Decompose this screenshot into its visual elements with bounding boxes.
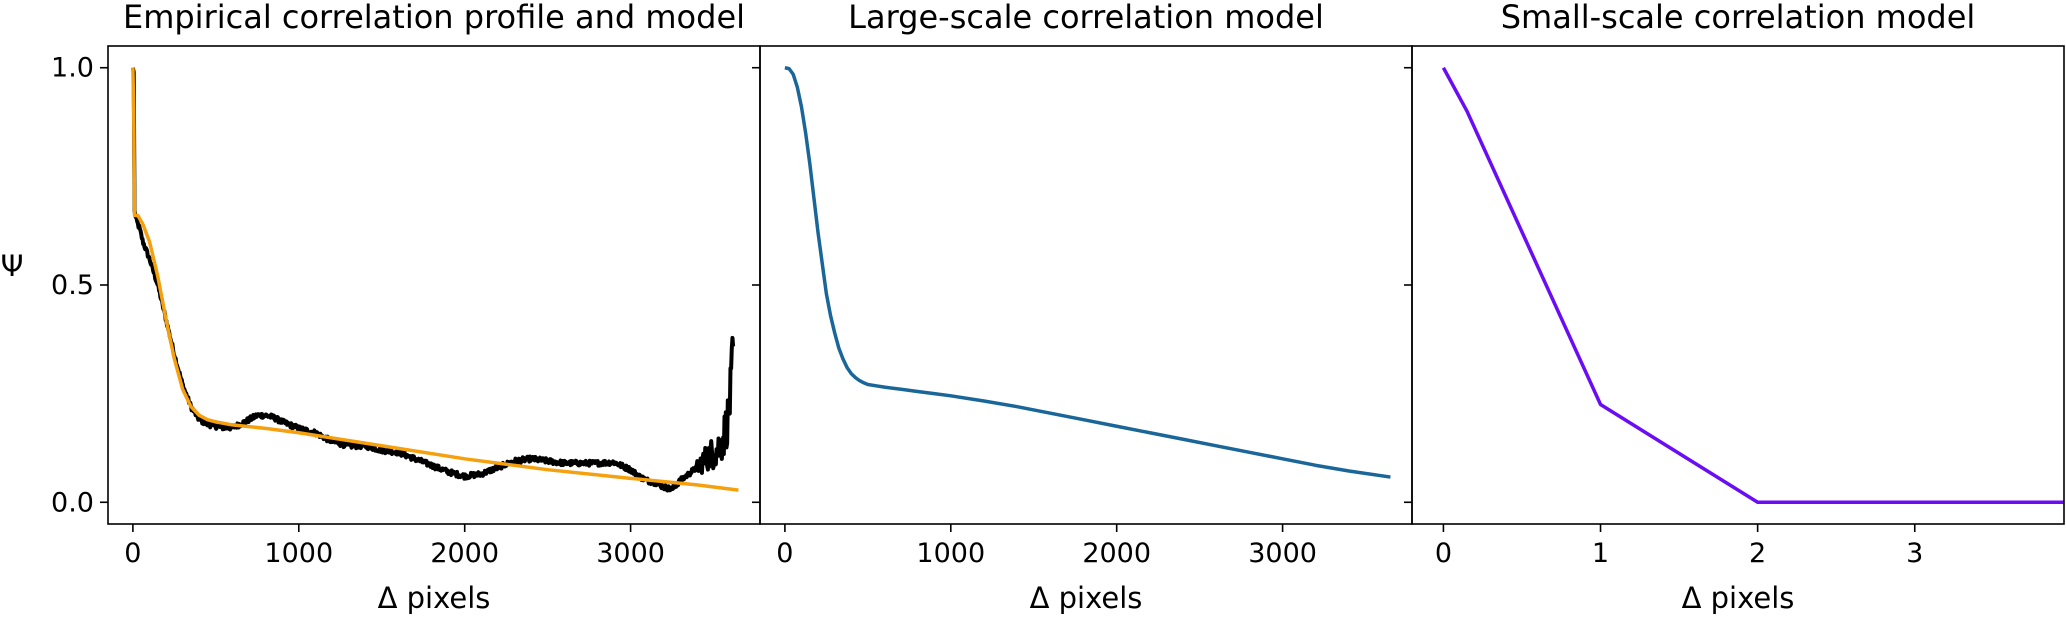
x-tick-label: 2 bbox=[1749, 538, 1766, 569]
plot-frame bbox=[1411, 45, 2065, 525]
x-tick-label: 3000 bbox=[1248, 538, 1317, 569]
x-tick-label: 1000 bbox=[264, 538, 333, 569]
x-tick-label: 3000 bbox=[596, 538, 665, 569]
chart-title: Large-scale correlation model bbox=[848, 0, 1324, 36]
x-tick-label: 3 bbox=[1906, 538, 1923, 569]
series-line-2 bbox=[131, 67, 739, 492]
chart-title: Empirical correlation profile and model bbox=[123, 0, 745, 36]
x-tick-label: 2000 bbox=[430, 538, 499, 569]
x-tick-label: 0 bbox=[1435, 538, 1452, 569]
plot-frame bbox=[759, 45, 1413, 525]
panel-1: 0 1000 2000 3000 0.0 0.5 1.0 Empirical correlat… bbox=[1, 0, 761, 615]
x-axis-label: Δ pixels bbox=[1682, 581, 1795, 615]
x-axis-label: Δ pixels bbox=[378, 581, 491, 615]
x-axis-label: Δ pixels bbox=[1030, 581, 1143, 615]
x-tick-label: 2000 bbox=[1082, 538, 1151, 569]
series-line-1 bbox=[130, 67, 736, 493]
x-tick-label: 0 bbox=[776, 538, 793, 569]
chart-title: Small-scale correlation model bbox=[1501, 0, 1976, 36]
panel-2: 0 1000 2000 3000 Large-scale correlation mod… bbox=[752, 0, 1413, 615]
series-line-1 bbox=[784, 66, 1391, 479]
series-line-1 bbox=[1441, 66, 2064, 505]
y-axis-label: Ψ bbox=[1, 249, 24, 283]
x-tick-label: 0 bbox=[124, 538, 141, 569]
x-tick-label: 1000 bbox=[916, 538, 985, 569]
panel-3: 0 1 2 3 Small-scale correlation model Δ pixel… bbox=[1404, 0, 2065, 615]
y-tick-label: 0.5 bbox=[51, 270, 94, 301]
y-tick-label: 0.0 bbox=[51, 487, 94, 518]
y-tick-label: 1.0 bbox=[51, 53, 94, 84]
x-tick-label: 1 bbox=[1592, 538, 1609, 569]
